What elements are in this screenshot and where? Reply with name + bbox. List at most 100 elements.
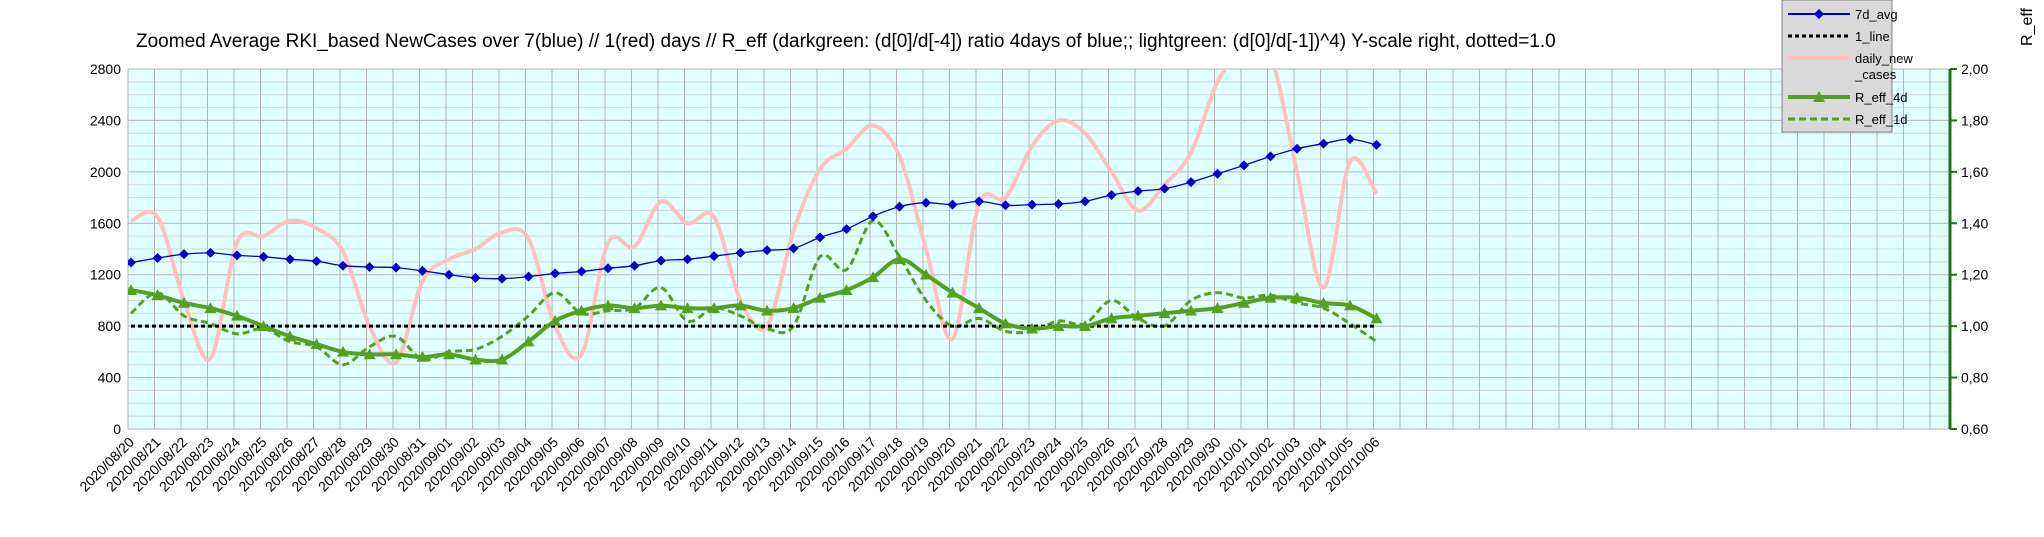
- marker-7d-avg: [1371, 139, 1382, 150]
- marker-r-eff-4d: [999, 317, 1012, 329]
- marker-7d-avg: [868, 211, 878, 222]
- marker-7d-avg: [603, 263, 613, 274]
- marker-r-eff-4d: [549, 315, 561, 326]
- legend-marker-diamond: [1814, 9, 1824, 19]
- marker-7d-avg: [417, 265, 428, 276]
- marker-r-eff-4d: [1264, 291, 1277, 303]
- marker-7d-avg: [947, 199, 958, 210]
- series-line-daily-new-cases: [130, 69, 1379, 366]
- marker-7d-avg: [762, 245, 772, 256]
- legend-label: 7d_avg: [1855, 7, 1898, 22]
- y-right-tick-label: 2,00: [1961, 61, 1988, 77]
- y-right-tick-label: 1,20: [1961, 267, 1988, 283]
- marker-7d-avg: [179, 249, 189, 260]
- marker-7d-avg: [1345, 134, 1355, 145]
- marker-7d-avg: [656, 255, 666, 266]
- marker-7d-avg: [338, 260, 348, 271]
- series-group: [128, 69, 1383, 367]
- marker-7d-avg: [470, 272, 481, 283]
- marker-r-eff-4d: [1211, 302, 1224, 313]
- legend-label: daily_new: [1855, 51, 1913, 66]
- legend-label: R_eff_1d: [1855, 112, 1908, 127]
- marker-7d-avg: [1265, 151, 1276, 162]
- marker-r-eff-4d: [708, 302, 720, 313]
- legend-box: [1781, 0, 1893, 133]
- marker-7d-avg: [391, 262, 401, 273]
- marker-7d-avg: [1027, 199, 1037, 210]
- marker-7d-avg: [709, 251, 719, 262]
- marker-r-eff-4d: [575, 304, 588, 316]
- marker-7d-avg: [788, 243, 799, 254]
- marker-r-eff-4d: [1158, 307, 1171, 319]
- marker-7d-avg: [205, 247, 216, 258]
- marker-r-eff-4d: [1238, 297, 1250, 308]
- marker-7d-avg: [1000, 200, 1011, 211]
- legend-label: _cases: [1854, 67, 1897, 82]
- marker-r-eff-4d: [1026, 322, 1038, 334]
- marker-r-eff-4d: [655, 299, 667, 311]
- y-right-tick-label: 1,40: [1961, 215, 1988, 231]
- series-line-r-eff-1d: [129, 219, 1378, 367]
- marker-r-eff-4d: [1317, 297, 1330, 308]
- marker-r-eff-4d: [390, 348, 402, 360]
- marker-7d-avg: [497, 273, 507, 284]
- y-left-tick-label: 2800: [90, 61, 121, 77]
- marker-7d-avg: [444, 269, 454, 280]
- legend: 7d_avg 1_line daily_new_cases R_eff_4d R_eff…: [1781, 0, 1913, 133]
- legend-marker-triangle: [1813, 91, 1825, 102]
- marker-r-eff-4d: [628, 302, 641, 313]
- marker-r-eff-4d: [204, 302, 217, 313]
- marker-7d-avg: [735, 247, 746, 258]
- marker-7d-avg: [894, 201, 905, 212]
- marker-r-eff-4d: [867, 271, 879, 283]
- y-right-tick-label: 1,00: [1961, 318, 1988, 334]
- marker-7d-avg: [258, 251, 269, 262]
- marker-r-eff-4d: [310, 338, 323, 349]
- marker-7d-avg: [815, 232, 825, 243]
- marker-r-eff-4d: [128, 284, 137, 295]
- marker-r-eff-4d: [1291, 291, 1303, 303]
- marker-r-eff-4d: [840, 284, 853, 295]
- y-left-tick-label: 2000: [90, 164, 121, 180]
- marker-r-eff-4d: [814, 291, 826, 303]
- y-left-tick-label: 800: [98, 318, 122, 334]
- marker-7d-avg: [285, 254, 295, 265]
- marker-7d-avg: [1292, 143, 1302, 154]
- legend-label: 1_line: [1855, 29, 1890, 44]
- marker-r-eff-4d: [1079, 320, 1091, 331]
- marker-7d-avg: [576, 266, 587, 277]
- marker-r-eff-4d: [893, 253, 906, 265]
- plot-area: 0 400 800 1200 1600 2000 2400 2800 0,60 0,80 1,00 1…: [76, 61, 1988, 495]
- y-right-tick-label: 1,60: [1961, 164, 1988, 180]
- marker-r-eff-4d: [787, 302, 800, 313]
- y-right-tick-label: 1,80: [1961, 112, 1988, 128]
- marker-7d-avg: [1106, 190, 1117, 200]
- y-left-tick-label: 400: [98, 370, 122, 386]
- marker-7d-avg: [1212, 168, 1223, 179]
- marker-7d-avg: [364, 262, 375, 272]
- y-right-tick-label: 0,60: [1961, 421, 1988, 437]
- marker-7d-avg: [841, 224, 852, 235]
- marker-r-eff-4d: [443, 348, 455, 360]
- marker-7d-avg: [311, 256, 322, 267]
- marker-r-eff-4d: [1132, 309, 1144, 321]
- legend-label: R_eff_4d: [1855, 90, 1908, 105]
- marker-7d-avg: [1186, 177, 1196, 188]
- marker-7d-avg: [232, 250, 242, 261]
- marker-r-eff-4d: [151, 289, 164, 301]
- marker-7d-avg: [550, 268, 560, 279]
- marker-r-eff-4d: [946, 286, 959, 298]
- marker-r-eff-4d: [920, 268, 932, 280]
- chart-title: Zoomed Average RKI_based NewCases over 7…: [136, 31, 1556, 52]
- marker-r-eff-4d: [469, 353, 482, 365]
- marker-r-eff-4d: [1105, 312, 1118, 324]
- marker-7d-avg: [1239, 160, 1249, 171]
- marker-r-eff-4d: [257, 320, 270, 331]
- marker-r-eff-4d: [178, 297, 190, 308]
- y-right-tick-label: 0,80: [1961, 370, 1988, 386]
- marker-r-eff-4d: [284, 330, 296, 342]
- y-left-tick-label: 1600: [90, 215, 121, 231]
- y-right-axis-label: R_eff: [2019, 7, 2036, 46]
- marker-7d-avg: [1053, 199, 1064, 209]
